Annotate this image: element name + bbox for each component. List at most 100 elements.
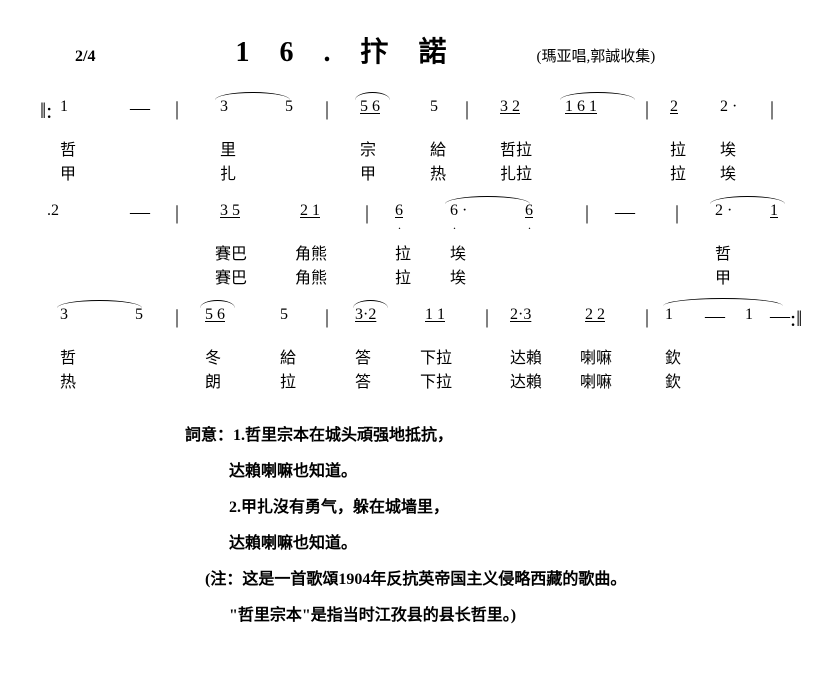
octave-dot: . (528, 218, 531, 233)
lyric: 里 (220, 136, 236, 160)
lyric: 扎 (220, 160, 236, 184)
lyric: 朗 (205, 368, 221, 392)
note: 3 (60, 306, 68, 324)
footnote-1: 詞意：1.哲里宗本在城头頑强地抵抗， (185, 420, 775, 452)
lyric: 埃 (720, 136, 736, 160)
lyric: 甲 (715, 264, 731, 288)
lyric: 拉 (280, 368, 296, 392)
rest: — (705, 306, 725, 326)
lyric: 角熊 (295, 264, 327, 288)
repeat-end: :‖ (790, 306, 802, 332)
lyric: 欽 (665, 344, 681, 368)
lyric: 扎拉 (500, 160, 532, 184)
note: 5 6 (205, 306, 225, 324)
lyric: 拉 (670, 160, 686, 184)
note: .2 (47, 202, 59, 220)
footnote-3: 2.甲扎沒有勇气，躲在城墙里， (185, 492, 775, 524)
lyric: 宗 (360, 136, 376, 160)
lyrics-line-2b: 賽巴 角熊 拉 埃 甲 (55, 264, 775, 286)
notes-line-3: 3 5 | 5 6 5 | 3·2 1 1 | 2·3 2 2 | 1 — 1 … (55, 306, 775, 334)
lyric: 热 (430, 160, 446, 184)
credit: (瑪亚唱,郭誠收集) (536, 45, 655, 66)
footnote-4: 达賴喇嘛也知道。 (185, 528, 775, 560)
rest: — (130, 202, 150, 222)
song-title: 16.抃諾 (235, 30, 476, 70)
lyric: 答 (355, 368, 371, 392)
lyrics-line-2a: 賽巴 角熊 拉 埃 哲 (55, 240, 775, 262)
lyrics-line-3b: 热 朗 拉 答 下拉 达賴 喇嘛 欽 (55, 368, 775, 390)
lyric: 喇嘛 (580, 368, 612, 392)
lyric: 欽 (665, 368, 681, 392)
barline: | (175, 98, 179, 121)
lyrics-line-1a: 哲 里 宗 給 哲拉 拉 埃 (55, 136, 775, 158)
note: 2 2 (585, 306, 605, 324)
lyric: 甲 (360, 160, 376, 184)
barline: | (675, 202, 679, 225)
music-section-3: 3 5 | 5 6 5 | 3·2 1 1 | 2·3 2 2 | 1 — 1 … (55, 306, 775, 390)
note: 2 1 (300, 202, 320, 220)
rest: — (770, 306, 790, 326)
lyric: 拉 (395, 240, 411, 264)
lyric: 哲拉 (500, 136, 532, 160)
barline: | (485, 306, 489, 329)
lyric: 下拉 (420, 368, 452, 392)
lyrics-line-3a: 哲 冬 給 答 下拉 达賴 喇嘛 欽 (55, 344, 775, 366)
lyric: 埃 (450, 240, 466, 264)
slur (57, 300, 142, 308)
note: 3 5 (220, 202, 240, 220)
lyric: 哲 (715, 240, 731, 264)
lyric: 角熊 (295, 240, 327, 264)
note: 1 (665, 306, 673, 324)
sheet-header: 2/4 16.抃諾 (瑪亚唱,郭誠收集) (55, 30, 775, 70)
footnotes: 詞意：1.哲里宗本在城头頑强地抵抗， 达賴喇嘛也知道。 2.甲扎沒有勇气，躲在城… (55, 420, 775, 632)
notes-line-1: ‖: 1 — | 3 5 | 5 6 5 | 3 2 1 6 1 | 2 2 ·… (55, 98, 775, 126)
notes-line-2: .2 — | 3 5 2 1 | 6 6 · 6 | — | 2 · 1 . .… (55, 202, 775, 230)
barline: | (585, 202, 589, 225)
barline: | (645, 306, 649, 329)
octave-dot: . (398, 218, 401, 233)
note: 1 1 (425, 306, 445, 324)
lyric: 喇嘛 (580, 344, 612, 368)
note: 5 (430, 98, 438, 116)
barline: | (465, 98, 469, 121)
barline: | (770, 98, 774, 121)
lyric: 拉 (670, 136, 686, 160)
lyric: 埃 (450, 264, 466, 288)
note: 1 (60, 98, 68, 116)
lyrics-line-1b: 甲 扎 甲 热 扎拉 拉 埃 (55, 160, 775, 182)
note: 5 (280, 306, 288, 324)
lyric: 賽巴 (215, 240, 247, 264)
note: 2·3 (510, 306, 531, 324)
lyric: 拉 (395, 264, 411, 288)
lyric: 冬 (205, 344, 221, 368)
lyric: 答 (355, 344, 371, 368)
barline: | (365, 202, 369, 225)
barline: | (645, 98, 649, 121)
octave-dot: . (453, 218, 456, 233)
lyric: 給 (280, 344, 296, 368)
note: 2 (670, 98, 678, 116)
rest: — (130, 98, 150, 118)
note: 2 · (715, 202, 732, 220)
note: 5 (135, 306, 143, 324)
barline: | (175, 202, 179, 225)
barline: | (175, 306, 179, 329)
note: 5 (285, 98, 293, 116)
lyric: 达賴 (510, 368, 542, 392)
note: 3·2 (355, 306, 376, 324)
footnote-note-1: (注：这是一首歌頌1904年反抗英帝国主义侵略西藏的歌曲。 (185, 564, 775, 596)
repeat-start: ‖: (40, 98, 52, 124)
lyric: 給 (430, 136, 446, 160)
note: 5 6 (360, 98, 380, 116)
note: 1 (770, 202, 778, 220)
lyric: 甲 (60, 160, 76, 184)
note: 3 (220, 98, 228, 116)
note: 1 6 1 (565, 98, 597, 116)
lyric: 下拉 (420, 344, 452, 368)
music-section-2: .2 — | 3 5 2 1 | 6 6 · 6 | — | 2 · 1 . .… (55, 202, 775, 286)
note: 2 · (720, 98, 737, 116)
lyric: 賽巴 (215, 264, 247, 288)
note: 1 (745, 306, 753, 324)
footnote-2: 达賴喇嘛也知道。 (185, 456, 775, 488)
lyric: 达賴 (510, 344, 542, 368)
